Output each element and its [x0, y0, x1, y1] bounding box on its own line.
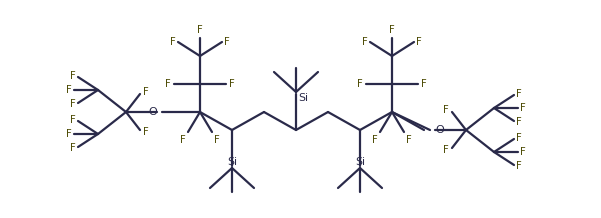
Text: Si: Si — [298, 93, 308, 103]
Text: F: F — [444, 145, 449, 155]
Text: F: F — [180, 135, 186, 145]
Text: F: F — [66, 85, 72, 95]
Text: Si: Si — [227, 157, 237, 167]
Text: F: F — [362, 37, 368, 47]
Text: O: O — [435, 125, 444, 135]
Text: F: F — [229, 79, 235, 89]
Text: F: F — [516, 133, 522, 143]
Text: F: F — [214, 135, 220, 145]
Text: F: F — [372, 135, 378, 145]
Text: F: F — [406, 135, 412, 145]
Text: F: F — [224, 37, 230, 47]
Text: F: F — [197, 25, 203, 35]
Text: F: F — [70, 143, 76, 153]
Text: F: F — [444, 105, 449, 115]
Text: F: F — [516, 161, 522, 171]
Text: F: F — [516, 89, 522, 99]
Text: F: F — [520, 103, 526, 113]
Text: O: O — [148, 107, 157, 117]
Text: F: F — [516, 117, 522, 127]
Text: F: F — [70, 115, 76, 125]
Text: F: F — [70, 71, 76, 81]
Text: F: F — [170, 37, 176, 47]
Text: F: F — [143, 87, 149, 97]
Text: F: F — [416, 37, 422, 47]
Text: F: F — [389, 25, 395, 35]
Text: Si: Si — [355, 157, 365, 167]
Text: F: F — [421, 79, 427, 89]
Text: F: F — [520, 147, 526, 157]
Text: F: F — [357, 79, 363, 89]
Text: F: F — [66, 129, 72, 139]
Text: F: F — [165, 79, 171, 89]
Text: F: F — [143, 127, 149, 137]
Text: F: F — [70, 99, 76, 109]
